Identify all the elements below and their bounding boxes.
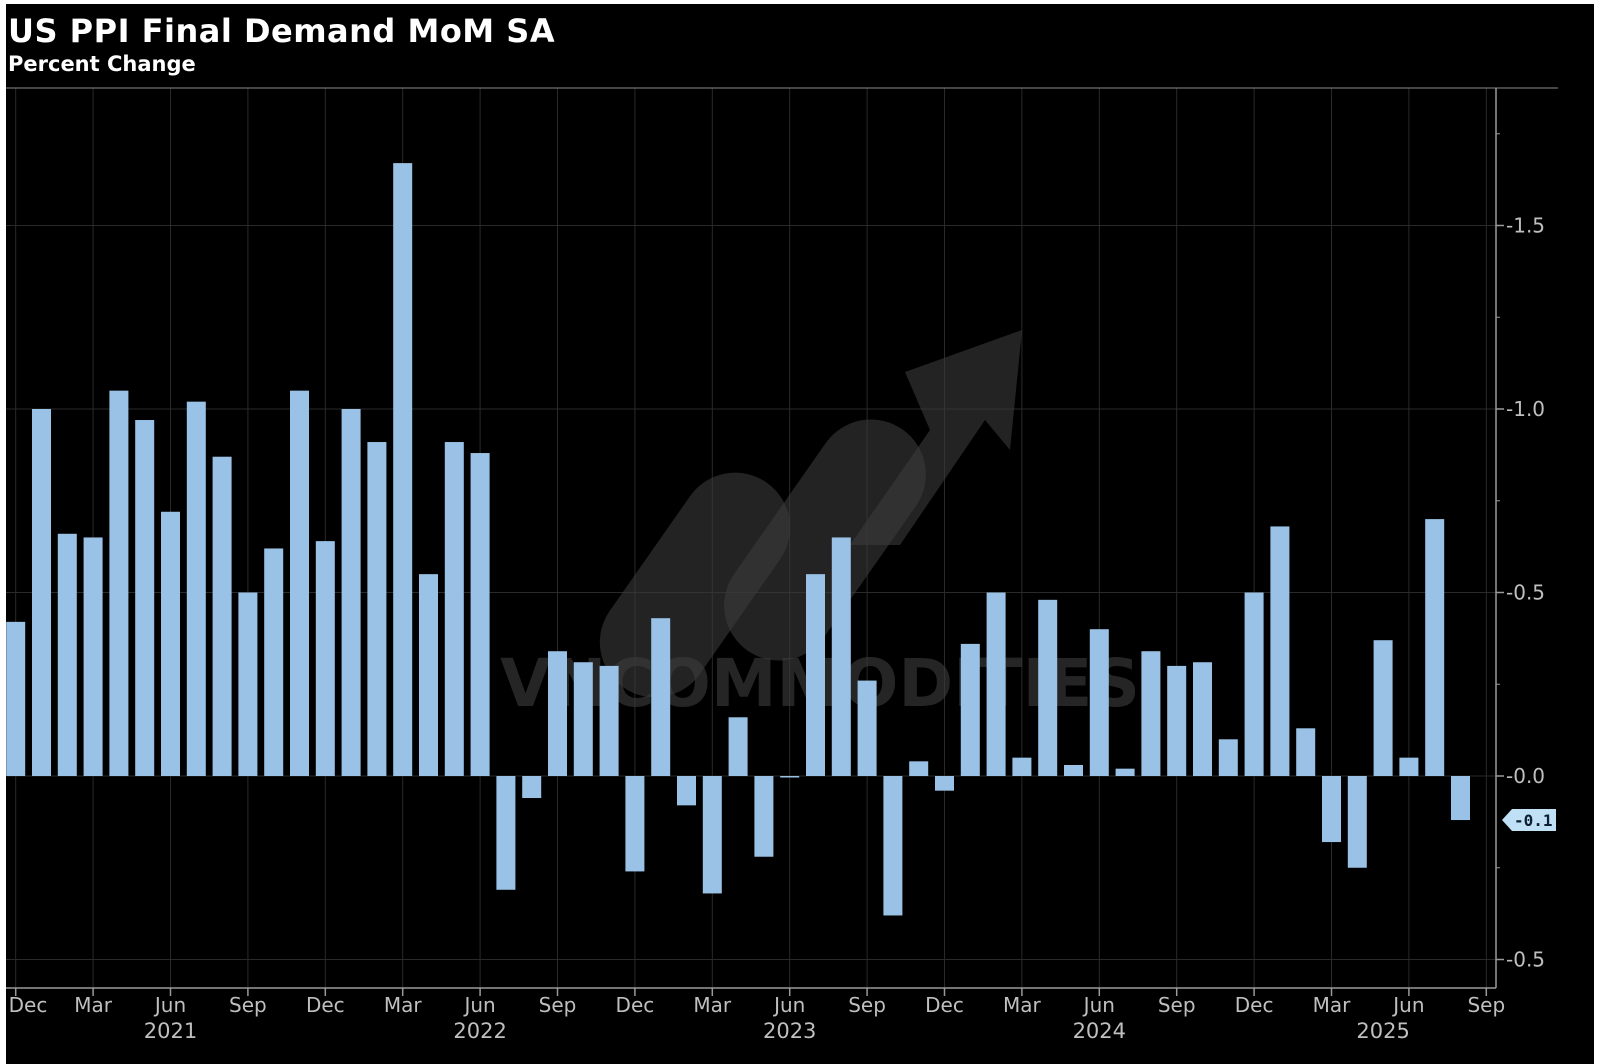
bar xyxy=(651,618,671,776)
bar xyxy=(496,776,516,890)
bar xyxy=(728,717,748,776)
bar xyxy=(109,390,129,776)
bar xyxy=(780,776,800,778)
grid xyxy=(6,88,1496,988)
bar xyxy=(522,776,542,799)
y-tick-label: -1.0 xyxy=(1506,397,1545,421)
bar xyxy=(986,592,1006,776)
chart-title: US PPI Final Demand MoM SA xyxy=(8,12,556,50)
x-tick-label: Dec xyxy=(306,993,345,1017)
x-tick-label: Mar xyxy=(1003,993,1042,1017)
x-tick-label: Sep xyxy=(1467,993,1505,1017)
x-ticks: Dec Mar Jun Sep Dec Mar Jun Sep Dec Mar Jun Sep Dec M… xyxy=(9,988,1505,1043)
bar xyxy=(1270,526,1290,776)
bar xyxy=(677,776,696,806)
chart-subtitle: Percent Change xyxy=(8,52,196,76)
x-tick-label: Dec xyxy=(1235,993,1274,1017)
bars xyxy=(6,163,1470,916)
bar xyxy=(1399,757,1419,776)
bar xyxy=(186,401,206,776)
x-tick-label: Jun xyxy=(1391,993,1424,1017)
bar xyxy=(806,574,825,776)
x-tick-label: Sep xyxy=(1158,993,1196,1017)
bar xyxy=(444,442,464,776)
bar xyxy=(573,662,593,776)
y-tick-label: -0.5 xyxy=(1506,948,1545,972)
bar xyxy=(1347,776,1367,868)
last-value-tag-bg xyxy=(1502,809,1556,832)
bar xyxy=(625,776,645,872)
bar xyxy=(264,548,284,776)
x-tick-label: Dec xyxy=(925,993,964,1017)
bar xyxy=(548,651,567,776)
bar xyxy=(831,537,851,776)
bar xyxy=(470,453,490,776)
x-tick-label: Jun xyxy=(153,993,186,1017)
bar xyxy=(1089,629,1109,776)
last-value-label: -0.1 xyxy=(1514,811,1553,830)
watermark-logo xyxy=(599,330,1022,698)
x-tick-label: Jun xyxy=(462,993,495,1017)
bar xyxy=(393,163,413,777)
bar xyxy=(315,541,335,776)
bar xyxy=(1167,665,1187,776)
bar xyxy=(1115,768,1135,776)
x-tick-label: Dec xyxy=(9,993,48,1017)
x-year-label: 2025 xyxy=(1356,1019,1409,1043)
bar xyxy=(161,511,180,776)
x-tick-label: Dec xyxy=(616,993,655,1017)
bar xyxy=(32,409,51,776)
bar xyxy=(883,776,903,916)
bar xyxy=(1141,651,1161,776)
bar xyxy=(1373,640,1393,776)
y-tick-label: -0.0 xyxy=(1506,764,1545,788)
bar xyxy=(83,537,103,776)
bar xyxy=(1322,776,1341,843)
bar xyxy=(1038,599,1058,776)
x-tick-label: Mar xyxy=(384,993,423,1017)
x-year-label: 2022 xyxy=(453,1019,506,1043)
bar xyxy=(1193,662,1212,776)
bar xyxy=(935,776,954,791)
x-year-label: 2021 xyxy=(144,1019,197,1043)
x-tick-label: Mar xyxy=(693,993,732,1017)
x-tick-label: Sep xyxy=(229,993,267,1017)
x-tick-label: Sep xyxy=(848,993,886,1017)
bar xyxy=(909,761,929,776)
bar xyxy=(212,456,232,776)
last-value-tag: -0.1 xyxy=(1502,809,1556,832)
y-tick-label: -0.5 xyxy=(1506,581,1545,605)
bar xyxy=(702,776,722,894)
x-year-label: 2024 xyxy=(1073,1019,1126,1043)
bar xyxy=(754,776,774,857)
bar xyxy=(341,409,361,776)
bar xyxy=(599,665,619,776)
x-tick-label: Jun xyxy=(772,993,805,1017)
x-tick-label: Sep xyxy=(539,993,577,1017)
y-ticks: -0.5 -0.0 -0.5 -1.0 -1.5 xyxy=(1496,133,1545,972)
bar xyxy=(1244,592,1264,776)
bar xyxy=(857,680,877,776)
bar xyxy=(135,420,155,776)
x-year-label: 2023 xyxy=(763,1019,816,1043)
bar xyxy=(1451,776,1470,821)
bar xyxy=(238,592,258,776)
bar xyxy=(419,574,438,776)
bar xyxy=(6,621,26,776)
bar xyxy=(290,390,309,776)
bar xyxy=(1012,757,1032,776)
bar xyxy=(1064,764,1083,776)
bar xyxy=(367,442,387,776)
x-tick-label: Jun xyxy=(1082,993,1115,1017)
bar xyxy=(57,533,77,776)
bar xyxy=(1296,728,1316,776)
x-tick-label: Mar xyxy=(1313,993,1352,1017)
bar xyxy=(1218,739,1238,776)
y-tick-label: -1.5 xyxy=(1506,214,1545,238)
bar xyxy=(1425,519,1445,776)
bar xyxy=(960,643,980,776)
x-tick-label: Mar xyxy=(74,993,113,1017)
